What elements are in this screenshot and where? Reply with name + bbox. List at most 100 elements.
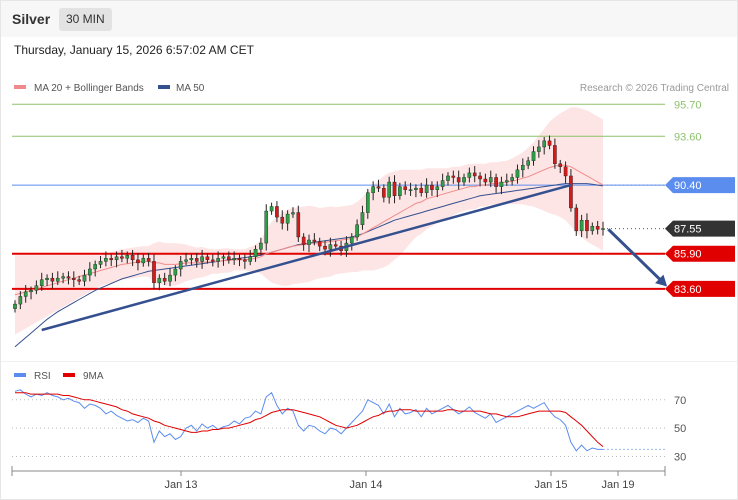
- rsi-legend-label: RSI: [34, 371, 51, 382]
- candle-body: [590, 226, 595, 232]
- forecast-arrow-shaft: [607, 228, 664, 283]
- candle-body: [435, 186, 440, 190]
- candle-body: [408, 189, 413, 191]
- level-tag-87.55: [665, 220, 735, 237]
- candle-body: [328, 244, 333, 250]
- candle-body: [162, 277, 167, 282]
- candle-body: [312, 239, 317, 242]
- candle-body: [307, 239, 311, 245]
- level-tag-83.60: [665, 280, 735, 297]
- candle-body: [109, 258, 114, 261]
- candle-body: [168, 274, 172, 282]
- candle-body: [553, 145, 557, 164]
- candle-body: [451, 175, 456, 178]
- candle-body: [253, 248, 258, 257]
- candle-body: [355, 224, 359, 238]
- ma20-legend-swatch: [14, 85, 26, 89]
- candle-body: [157, 277, 162, 283]
- candle-body: [61, 276, 65, 279]
- candle-body: [595, 226, 600, 230]
- candle-body: [526, 160, 530, 166]
- candle-body: [264, 210, 269, 244]
- candle-body: [301, 236, 306, 245]
- level-label-90.40: 90.40: [674, 180, 702, 192]
- candle-body: [120, 256, 124, 259]
- candle-body: [499, 181, 504, 187]
- candle-body: [216, 258, 220, 262]
- ma50-legend-label: MA 50: [176, 83, 205, 94]
- candle-body: [333, 244, 338, 247]
- candle-body: [360, 212, 365, 225]
- candle-body: [317, 241, 322, 247]
- level-tag-85.90: [665, 245, 735, 262]
- candle-body: [467, 172, 472, 178]
- candle-body: [483, 178, 488, 183]
- candle-body: [456, 177, 461, 183]
- candle-body: [13, 303, 17, 309]
- candle-body: [285, 213, 290, 224]
- candle-body: [50, 277, 55, 282]
- candle-body: [382, 187, 386, 198]
- candle-body: [269, 206, 274, 212]
- candle-body: [152, 261, 156, 283]
- candle-body: [77, 279, 81, 282]
- rsi-ma-legend-label: 9MA: [83, 371, 104, 382]
- timestamp: Thursday, January 15, 2026 6:57:02 AM CE…: [14, 43, 254, 57]
- candle-body: [387, 181, 391, 198]
- header-bar: Silver 30 MIN: [1, 1, 737, 37]
- candle-body: [521, 165, 525, 171]
- candle-body: [515, 169, 520, 178]
- candle-body: [146, 258, 151, 262]
- candle-body: [248, 256, 253, 262]
- time-tick-label: Jan 19: [601, 479, 634, 491]
- candle-body: [189, 258, 194, 261]
- candle-body: [392, 181, 397, 196]
- candle-body: [88, 268, 92, 276]
- candle-body: [45, 277, 49, 280]
- candle-body: [200, 256, 204, 262]
- candle-body: [569, 175, 573, 209]
- candle-body: [579, 219, 584, 232]
- candle-body: [178, 261, 183, 270]
- candle-body: [547, 140, 552, 146]
- candle-body: [440, 180, 445, 187]
- copyright-text: Research © 2026 Trading Central: [580, 83, 729, 94]
- candle-body: [494, 177, 498, 187]
- candle-body: [194, 258, 199, 262]
- candle-body: [376, 186, 381, 189]
- candle-body: [291, 212, 295, 215]
- instrument-title: Silver: [12, 11, 51, 27]
- candle-body: [259, 242, 263, 250]
- rsi-tick-label-70: 70: [674, 395, 686, 407]
- time-tick-label: Jan 15: [534, 479, 567, 491]
- level-label-85.90: 85.90: [674, 249, 702, 261]
- candle-body: [130, 255, 135, 261]
- candle-body: [23, 291, 28, 297]
- candle-body: [430, 184, 434, 190]
- candle-body: [243, 259, 247, 262]
- candle-body: [232, 258, 236, 261]
- candle-body: [446, 175, 450, 181]
- candle-body: [403, 186, 408, 190]
- candle-body: [488, 177, 493, 183]
- candle-body: [537, 146, 541, 152]
- level-label-93.60: 93.60: [674, 131, 702, 143]
- candle-body: [205, 256, 210, 261]
- candle-body: [114, 256, 119, 261]
- timeframe-badge[interactable]: 30 MIN: [59, 8, 112, 31]
- candle-body: [504, 180, 509, 183]
- candle-body: [349, 236, 354, 244]
- level-label-87.55: 87.55: [674, 224, 702, 236]
- rsi-legend-swatch: [14, 373, 26, 377]
- candle-body: [531, 151, 536, 161]
- candle-body: [510, 177, 514, 181]
- candle-body: [98, 261, 103, 265]
- candle-body: [414, 187, 418, 190]
- candle-body: [184, 259, 188, 262]
- rsi-line: [14, 389, 603, 452]
- candle-body: [371, 186, 375, 193]
- level-label-83.60: 83.60: [674, 284, 702, 296]
- candle-body: [574, 207, 579, 232]
